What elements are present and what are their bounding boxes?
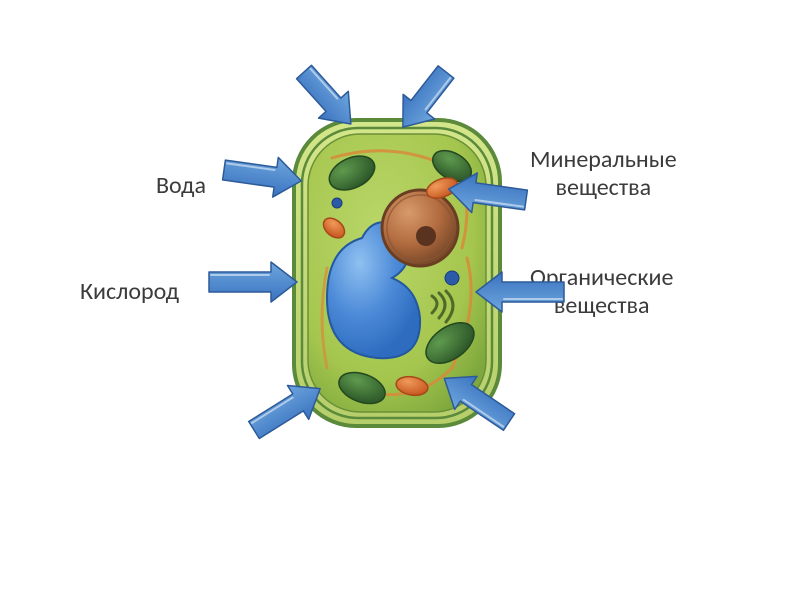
- label-minerals: Минеральные вещества: [530, 146, 677, 201]
- arrow-oxygen: [205, 258, 301, 306]
- label-water: Вода: [156, 172, 206, 200]
- diagram-stage: Вода Кислород Минеральные вещества Орган…: [0, 0, 800, 600]
- arrow-organics: [472, 268, 568, 316]
- label-oxygen: Кислород: [80, 278, 179, 306]
- nucleolus: [416, 226, 436, 246]
